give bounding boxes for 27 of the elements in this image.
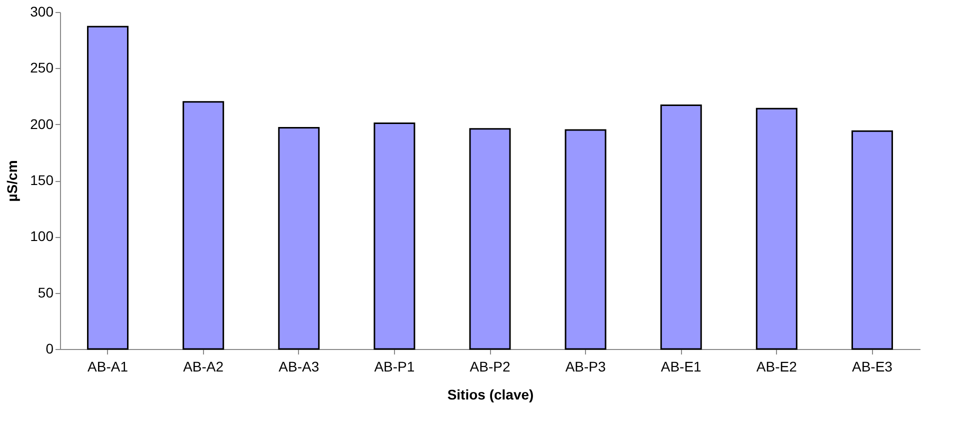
y-tick-label: 0 [46,340,54,356]
bar [182,101,224,350]
x-tick-label: AB-A2 [183,358,224,374]
y-tick-label: 150 [30,172,54,188]
y-tick-label: 200 [30,116,54,132]
y-tick-label: 100 [30,228,54,244]
x-tick-label: AB-P1 [374,358,415,374]
bar [87,26,129,350]
x-tick-label: AB-E2 [756,358,798,374]
bar [278,126,320,350]
y-tick-label: 50 [38,284,54,300]
x-tick-label: AB-E3 [852,358,893,374]
x-tick-label: AB-E1 [660,358,702,374]
bar [469,128,511,350]
x-tick-label: AB-P2 [470,358,510,374]
x-axis-title: Sitios (clave) [447,386,534,402]
x-tick-label: AB-A3 [278,358,320,374]
y-axis-title: µS/cm [4,160,20,202]
bar [564,129,606,350]
x-tick-label: AB-A1 [88,358,128,374]
y-tick-label: 250 [30,60,54,76]
bar [374,122,416,350]
bar [660,104,702,350]
y-tick-label: 300 [30,4,54,20]
bar [851,130,893,350]
bar [756,108,798,350]
x-tick-label: AB-P3 [565,358,606,374]
